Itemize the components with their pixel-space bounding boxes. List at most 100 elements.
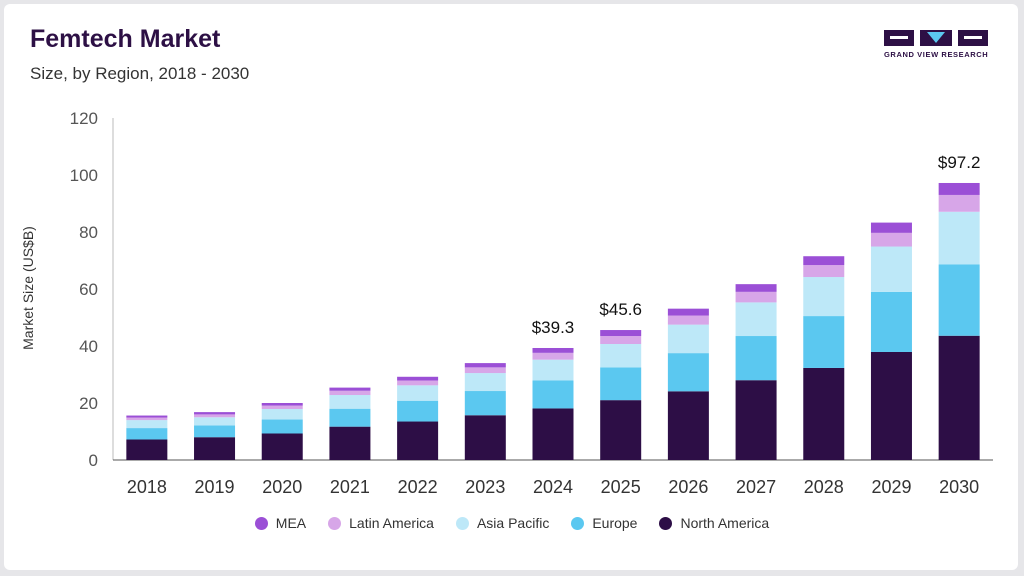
- x-tick-label: 2027: [736, 477, 776, 497]
- bar-segment: [938, 194, 980, 212]
- x-tick-label: 2021: [330, 477, 370, 497]
- bar-segment: [600, 330, 642, 337]
- bar-segment: [938, 335, 980, 460]
- y-tick-label: 40: [79, 337, 98, 356]
- bar-segment: [329, 408, 371, 427]
- legend-item: Asia Pacific: [455, 515, 550, 531]
- data-label: $39.3: [532, 318, 575, 337]
- legend-item: MEA: [254, 515, 307, 531]
- bar-segment: [870, 246, 912, 292]
- legend-label: Latin America: [349, 515, 434, 531]
- x-tick-label: 2026: [668, 477, 708, 497]
- legend-item: Europe: [571, 515, 637, 531]
- bar-segment: [532, 408, 574, 460]
- bar-segment: [397, 400, 439, 422]
- bar-segment: [397, 380, 439, 386]
- bar-segment: [735, 302, 777, 337]
- y-tick-label: 100: [70, 166, 98, 185]
- y-tick-label: 60: [79, 280, 98, 299]
- bar-segment: [464, 415, 506, 460]
- bar-segment: [126, 417, 168, 421]
- bar-segment: [803, 367, 845, 460]
- bar-segment: [126, 428, 168, 440]
- bar-segment: [194, 412, 236, 415]
- x-tick-label: 2028: [804, 477, 844, 497]
- legend-label: North America: [680, 515, 770, 531]
- data-label: $45.6: [599, 300, 642, 319]
- bar-segment: [870, 291, 912, 352]
- bar-segment: [464, 367, 506, 374]
- bar-segment: [600, 336, 642, 345]
- bar-segment: [126, 420, 168, 429]
- bar-segment: [600, 367, 642, 401]
- bar-segment: [600, 400, 642, 460]
- legend-item: Latin America: [328, 515, 434, 531]
- bar-segment: [803, 277, 845, 317]
- x-tick-label: 2029: [871, 477, 911, 497]
- bar-segment: [329, 426, 371, 460]
- y-tick-label: 20: [79, 394, 98, 413]
- bar-segment: [261, 433, 303, 460]
- bar-segment: [735, 380, 777, 460]
- bar-segment: [194, 425, 236, 438]
- bar-segment: [870, 351, 912, 460]
- legend-label: Asia Pacific: [476, 515, 550, 531]
- bar-segment: [261, 408, 303, 420]
- x-tick-label: 2025: [601, 477, 641, 497]
- logo-mark-icon: [884, 30, 988, 46]
- bar-segment: [397, 385, 439, 401]
- legend-label: MEA: [275, 515, 307, 531]
- x-tick-label: 2022: [398, 477, 438, 497]
- chart-legend: MEA Latin America Asia Pacific Europe North …: [0, 515, 1024, 531]
- bar-segment: [194, 417, 236, 426]
- bar-segment: [329, 387, 371, 391]
- legend-swatch: [571, 516, 585, 530]
- x-tick-label: 2020: [262, 477, 302, 497]
- bar-segment: [464, 373, 506, 392]
- x-tick-label: 2019: [195, 477, 235, 497]
- x-tick-label: 2018: [127, 477, 167, 497]
- bar-segment: [532, 380, 574, 409]
- bar-segment: [397, 376, 439, 381]
- x-tick-label: 2023: [465, 477, 505, 497]
- data-label: $97.2: [938, 153, 981, 172]
- bar-segment: [735, 336, 777, 381]
- bar-segment: [194, 414, 236, 418]
- bar-segment: [870, 232, 912, 247]
- bar-segment: [667, 391, 709, 460]
- bar-segment: [803, 265, 845, 278]
- bar-segment: [532, 352, 574, 360]
- bar-segment: [667, 324, 709, 354]
- bar-segment: [667, 308, 709, 316]
- bar-segment: [938, 264, 980, 336]
- bar-segment: [667, 315, 709, 325]
- bar-segment: [735, 291, 777, 303]
- bar-segment: [735, 284, 777, 292]
- legend-swatch: [254, 516, 268, 530]
- bar-segment: [803, 316, 845, 368]
- bar-segment: [667, 353, 709, 392]
- bar-segment: [126, 415, 168, 418]
- chart-subtitle: Size, by Region, 2018 - 2030: [30, 64, 250, 83]
- y-tick-label: 80: [79, 223, 98, 242]
- bar-segment: [870, 222, 912, 233]
- legend-swatch: [455, 516, 469, 530]
- legend-label: Europe: [592, 515, 638, 531]
- bar-segment: [938, 211, 980, 265]
- bar-segment: [126, 439, 168, 460]
- bar-segment: [261, 403, 303, 406]
- bar-segment: [261, 419, 303, 434]
- bar-segment: [464, 391, 506, 416]
- bar-segment: [329, 395, 371, 409]
- bar-segment: [600, 344, 642, 368]
- chart-title: Femtech Market: [30, 25, 221, 53]
- chart-card: [4, 4, 1018, 570]
- bar-segment: [329, 390, 371, 396]
- bar-segment: [464, 363, 506, 368]
- logo-text: GRAND VIEW RESEARCH: [884, 50, 989, 59]
- legend-swatch: [659, 516, 673, 530]
- y-tick-label: 120: [70, 109, 98, 128]
- y-tick-label: 0: [89, 451, 98, 470]
- bar-segment: [261, 405, 303, 409]
